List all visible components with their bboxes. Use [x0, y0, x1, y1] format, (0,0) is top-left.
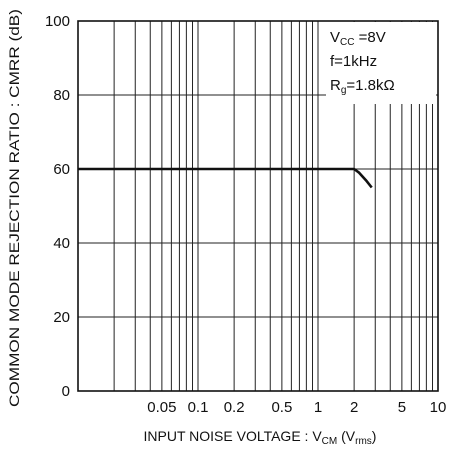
y-axis-label: COMMON MODE REJECTION RATIO : CMRR (dB) [6, 9, 22, 407]
y-tick-label: 100 [45, 13, 70, 30]
x-tick-label: 1 [314, 399, 322, 416]
annotation-box: VCC =8V f=1kHz Rg=1.8kΩ [326, 22, 436, 104]
plot-frame [77, 20, 439, 392]
annotation-line: Rg=1.8kΩ [330, 77, 395, 96]
x-tick-label: 0.1 [188, 399, 209, 416]
y-tick-label: 40 [53, 235, 70, 252]
x-tick-label: 0.5 [271, 399, 292, 416]
y-tick-label: 80 [53, 87, 70, 104]
y-tick-label: 20 [53, 309, 70, 326]
annotation-line: f=1kHz [330, 53, 377, 70]
x-tick-label: 5 [398, 399, 406, 416]
x-tick-label: 0.05 [147, 399, 176, 416]
y-tick-label: 60 [53, 161, 70, 178]
x-tick-label: 0.2 [224, 399, 245, 416]
grid [78, 21, 438, 391]
x-axis-label: INPUT NOISE VOLTAGE : VCM (Vrms) [144, 428, 377, 447]
series-layer [78, 167, 373, 189]
annotation-line: VCC =8V [330, 29, 386, 48]
x-tick-label: 2 [350, 399, 358, 416]
annotation-background [326, 22, 436, 104]
x-tick-label: 10 [430, 399, 447, 416]
y-tick-label: 0 [62, 383, 70, 400]
series-line [78, 167, 373, 189]
